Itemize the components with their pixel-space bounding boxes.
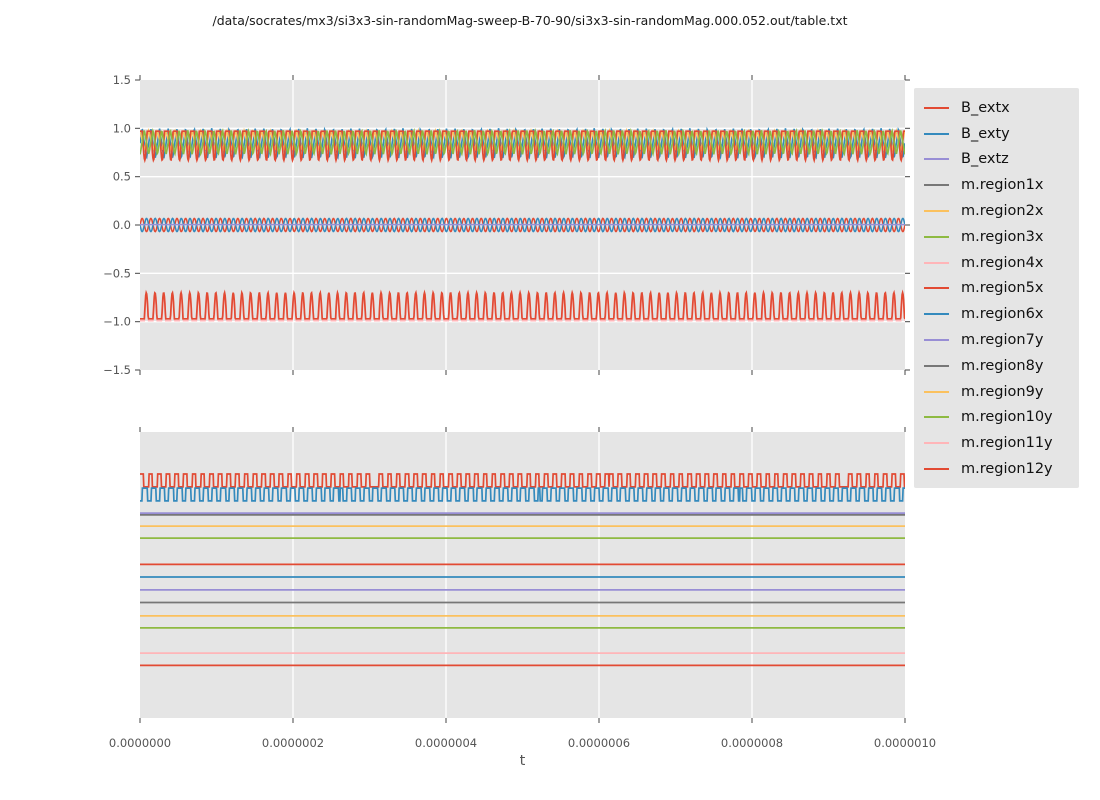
series-m-region12y — [140, 289, 905, 320]
legend-label: m.region3x — [961, 228, 1044, 245]
legend-swatch — [924, 184, 949, 187]
legend-item-m-region9y: m.region9y — [924, 379, 1079, 405]
y-tick-label: −1.5 — [103, 363, 131, 377]
legend-item-m-region7y: m.region7y — [924, 327, 1079, 353]
legend-label: m.region9y — [961, 383, 1044, 400]
legend-item-m-region8y: m.region8y — [924, 353, 1079, 379]
legend-swatch — [924, 210, 949, 213]
legend-item-m-region11y: m.region11y — [924, 430, 1079, 456]
y-tick-label: −0.5 — [103, 266, 131, 280]
legend-label: m.region12y — [961, 461, 1053, 478]
legend-label: m.region5x — [961, 280, 1044, 297]
legend-item-m-region6x: m.region6x — [924, 301, 1079, 327]
legend-item-m-region3x: m.region3x — [924, 224, 1079, 250]
legend-item-B_exty: B_exty — [924, 121, 1079, 147]
legend-swatch — [924, 106, 949, 109]
legend-label: m.region11y — [961, 435, 1053, 452]
y-tick-label: 1.5 — [113, 73, 131, 87]
legend-label: m.region7y — [961, 332, 1044, 349]
legend: B_extx B_exty B_extz m.region1x m.region2x m.… — [914, 88, 1079, 488]
legend-label: m.region4x — [961, 254, 1044, 271]
y-tick-label: −1.0 — [103, 315, 131, 329]
legend-swatch — [924, 416, 949, 419]
figure-title: /data/socrates/mx3/si3x3-sin-randomMag-s… — [212, 13, 848, 28]
x-tick-label: 0.0000008 — [721, 736, 783, 750]
legend-swatch — [924, 261, 949, 264]
y-tick-label: 1.0 — [113, 121, 131, 135]
legend-swatch — [924, 132, 949, 135]
legend-label: m.region10y — [961, 409, 1053, 426]
legend-swatch — [924, 313, 949, 316]
series-square-blue — [140, 487, 905, 502]
legend-item-m-region12y: m.region12y — [924, 456, 1079, 482]
series-m-region3x — [140, 127, 905, 158]
legend-swatch — [924, 235, 949, 238]
legend-label: m.region2x — [961, 203, 1044, 220]
legend-swatch — [924, 468, 949, 471]
legend-item-m-region4x: m.region4x — [924, 250, 1079, 276]
legend-swatch — [924, 339, 949, 342]
legend-label: m.region6x — [961, 306, 1044, 323]
legend-label: B_exty — [961, 125, 1010, 142]
legend-item-m-region5x: m.region5x — [924, 276, 1079, 302]
x-tick-label: 0.0000010 — [874, 736, 936, 750]
y-tick-label: 0.0 — [113, 218, 131, 232]
legend-swatch — [924, 390, 949, 393]
x-tick-label: 0.0000002 — [262, 736, 324, 750]
legend-item-B_extz: B_extz — [924, 147, 1079, 173]
legend-swatch — [924, 442, 949, 445]
legend-item-m-region1x: m.region1x — [924, 172, 1079, 198]
legend-item-m-region2x: m.region2x — [924, 198, 1079, 224]
x-tick-label: 0.0000006 — [568, 736, 630, 750]
legend-item-m-region10y: m.region10y — [924, 405, 1079, 431]
x-tick-label: 0.0000000 — [109, 736, 171, 750]
bottom-axes-background — [140, 432, 905, 718]
legend-label: B_extx — [961, 99, 1010, 116]
series-square-red — [140, 473, 905, 488]
legend-swatch — [924, 364, 949, 367]
legend-swatch — [924, 158, 949, 161]
y-tick-label: 0.5 — [113, 170, 131, 184]
legend-item-B_extx: B_extx — [924, 95, 1079, 121]
legend-swatch — [924, 287, 949, 290]
legend-label: m.region8y — [961, 357, 1044, 374]
x-axis-label: t — [519, 753, 526, 769]
x-tick-label: 0.0000004 — [415, 736, 477, 750]
legend-label: m.region1x — [961, 177, 1044, 194]
legend-label: B_extz — [961, 151, 1009, 168]
